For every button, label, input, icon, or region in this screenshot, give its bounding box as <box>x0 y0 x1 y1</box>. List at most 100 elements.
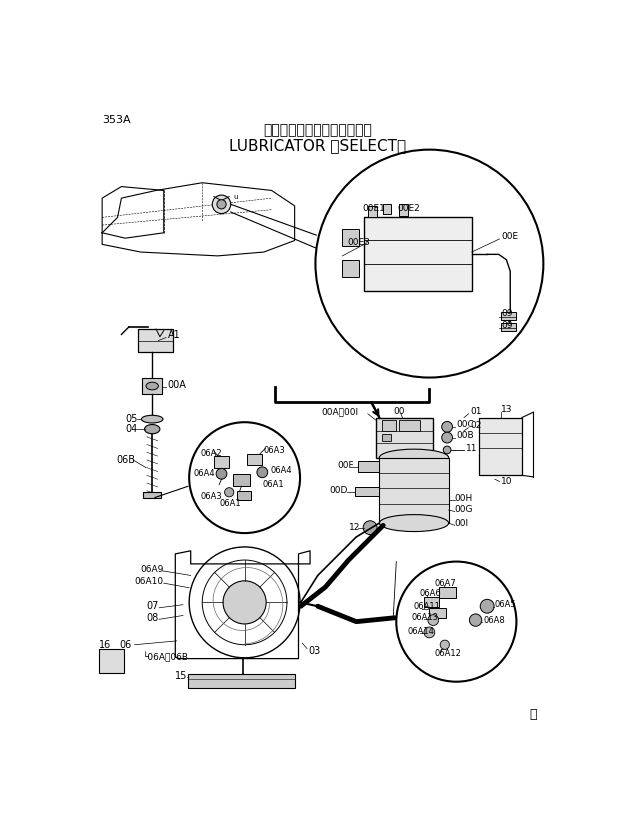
Circle shape <box>480 600 494 614</box>
Bar <box>501 323 516 331</box>
Text: 06A4: 06A4 <box>193 468 215 477</box>
Bar <box>237 491 250 500</box>
Bar <box>440 587 456 598</box>
Text: 06A5: 06A5 <box>495 600 516 609</box>
Circle shape <box>441 422 453 432</box>
Circle shape <box>363 520 377 534</box>
Text: 06A3: 06A3 <box>201 492 223 501</box>
Circle shape <box>217 199 226 209</box>
Text: └06A～06B: └06A～06B <box>142 652 188 663</box>
Text: 06A7: 06A7 <box>435 578 456 587</box>
Text: LUBRICATOR 〈SELECT〉: LUBRICATOR 〈SELECT〉 <box>229 138 406 154</box>
Text: 06A13: 06A13 <box>412 614 439 623</box>
Bar <box>99 649 124 673</box>
Text: 00C: 00C <box>456 420 474 429</box>
Text: 06A2: 06A2 <box>201 449 223 458</box>
Bar <box>142 377 162 395</box>
Text: 15: 15 <box>175 671 187 681</box>
Bar <box>247 453 262 466</box>
Text: 13: 13 <box>501 405 513 414</box>
Circle shape <box>224 488 234 497</box>
Bar <box>355 487 379 496</box>
Bar <box>138 329 173 352</box>
Bar <box>501 312 516 319</box>
Text: 06A12: 06A12 <box>435 650 462 659</box>
Text: u: u <box>233 194 237 199</box>
Bar <box>382 420 396 431</box>
Text: 04: 04 <box>125 424 138 434</box>
Bar <box>214 456 229 467</box>
Circle shape <box>424 627 435 638</box>
Text: リューブリケータ　〈選択〉: リューブリケータ 〈選択〉 <box>264 123 372 137</box>
Circle shape <box>428 614 438 626</box>
Text: 06A11: 06A11 <box>414 602 441 611</box>
Bar <box>143 493 161 498</box>
Text: 06A4: 06A4 <box>270 467 291 475</box>
Text: 11: 11 <box>466 444 477 453</box>
Text: 02: 02 <box>470 421 482 430</box>
Ellipse shape <box>144 425 160 434</box>
Bar <box>368 206 377 217</box>
Bar <box>379 458 449 523</box>
Bar <box>233 474 250 486</box>
Text: 06A10: 06A10 <box>135 577 164 586</box>
Text: 05: 05 <box>125 414 138 424</box>
Bar <box>376 417 433 458</box>
Bar <box>358 462 379 472</box>
Circle shape <box>440 641 450 650</box>
Circle shape <box>212 195 231 213</box>
Text: Ⓜ: Ⓜ <box>529 708 537 721</box>
Bar <box>424 597 440 607</box>
Text: 07: 07 <box>147 601 159 611</box>
Bar <box>342 260 360 277</box>
Text: 08: 08 <box>147 613 159 623</box>
Text: 00A: 00A <box>167 380 187 391</box>
Circle shape <box>469 614 482 627</box>
Text: 03: 03 <box>309 646 321 656</box>
Text: 00H: 00H <box>455 494 473 503</box>
Text: 00: 00 <box>393 407 405 416</box>
Ellipse shape <box>379 515 449 532</box>
Text: 00E2: 00E2 <box>397 203 420 212</box>
Circle shape <box>257 467 268 478</box>
Text: 00I: 00I <box>455 519 469 528</box>
Circle shape <box>443 446 451 453</box>
Bar <box>342 229 360 246</box>
Text: 00E1: 00E1 <box>363 203 385 212</box>
Circle shape <box>441 432 453 443</box>
Text: 09: 09 <box>501 309 513 318</box>
Ellipse shape <box>379 449 449 467</box>
Bar <box>188 674 294 688</box>
Text: 06: 06 <box>119 640 131 650</box>
Bar <box>383 204 391 213</box>
Bar <box>399 204 408 216</box>
Text: 10: 10 <box>501 477 513 486</box>
Ellipse shape <box>146 382 158 390</box>
Text: 12: 12 <box>348 523 360 532</box>
Text: A1: A1 <box>167 330 180 340</box>
Text: 06A8: 06A8 <box>484 615 505 625</box>
Circle shape <box>216 468 227 480</box>
Text: 06B: 06B <box>116 455 135 465</box>
Text: 00E: 00E <box>501 232 518 241</box>
Text: 06A6: 06A6 <box>419 589 441 598</box>
Ellipse shape <box>141 415 163 423</box>
Text: 353A: 353A <box>102 114 131 125</box>
Text: 00B: 00B <box>456 431 474 440</box>
Text: 06A9: 06A9 <box>141 565 164 574</box>
Circle shape <box>223 581 266 624</box>
Bar <box>382 434 391 441</box>
Text: 01: 01 <box>470 407 482 416</box>
Text: 00G: 00G <box>455 505 473 514</box>
Text: 00F: 00F <box>337 461 353 470</box>
Text: 00E3: 00E3 <box>347 239 370 248</box>
Text: 06A14: 06A14 <box>407 627 434 636</box>
Text: 00D: 00D <box>329 486 348 495</box>
Text: 06A1: 06A1 <box>262 480 284 489</box>
Text: 09: 09 <box>501 321 513 330</box>
Bar <box>364 217 472 291</box>
Text: 16: 16 <box>99 640 112 650</box>
Text: 06A1: 06A1 <box>219 499 241 508</box>
Text: 06A3: 06A3 <box>264 446 286 455</box>
Text: 00A～00I: 00A～00I <box>322 407 359 416</box>
